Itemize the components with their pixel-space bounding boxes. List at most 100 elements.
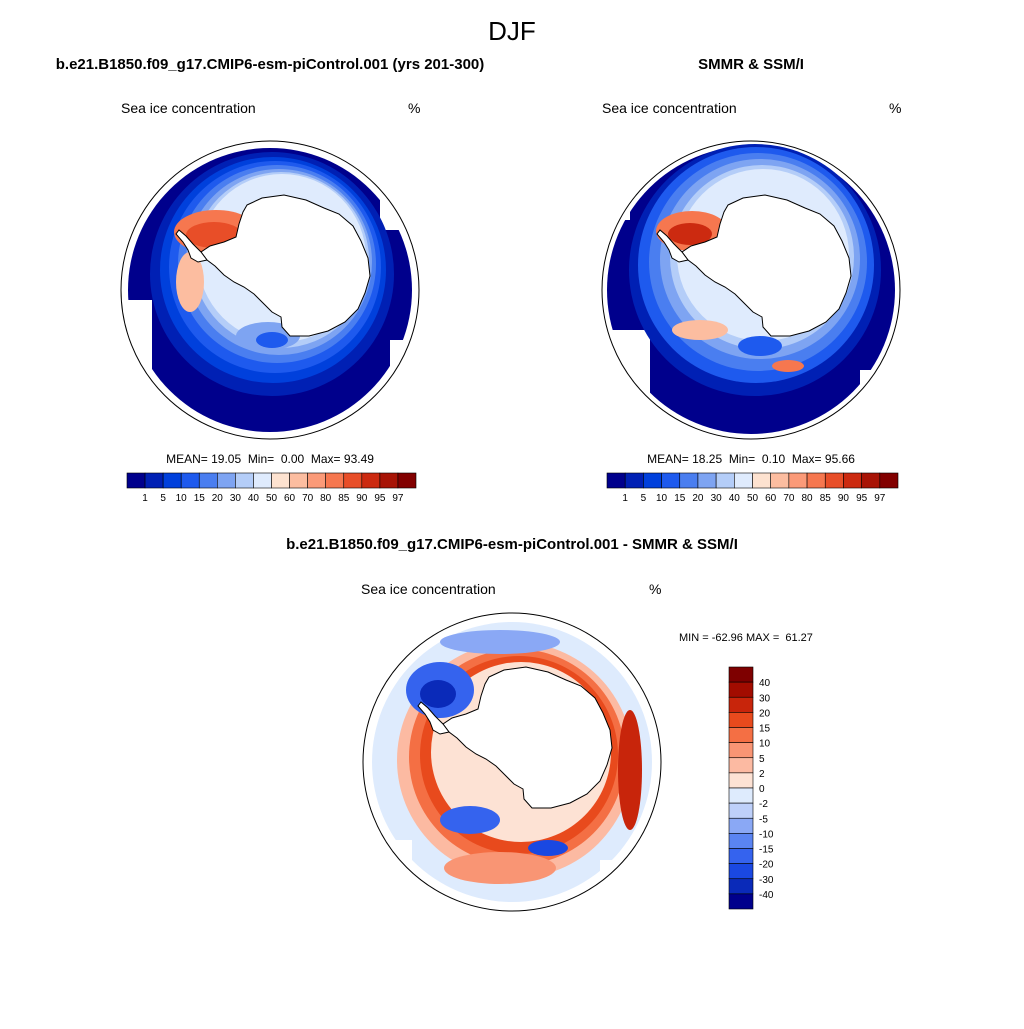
colorbar-swatch bbox=[879, 472, 899, 489]
colorbar-tick-label: 5 bbox=[759, 754, 765, 765]
diff-positive-ross-outer bbox=[444, 852, 556, 884]
colorbar-swatch bbox=[180, 472, 200, 489]
colorbar-swatch bbox=[843, 472, 862, 489]
colorbar-tick-label: -30 bbox=[759, 875, 774, 886]
colorbar-swatch bbox=[728, 878, 754, 895]
colorbar-swatch bbox=[788, 472, 808, 489]
open-water-patch bbox=[390, 340, 419, 410]
colorbar-swatch bbox=[697, 472, 717, 489]
colorbar-swatch bbox=[728, 742, 754, 759]
colorbar-swatch bbox=[752, 472, 771, 489]
colorbar-tick-label: 30 bbox=[711, 493, 723, 504]
colorbar-swatch bbox=[728, 848, 754, 864]
colorbar-swatch bbox=[162, 472, 182, 489]
colorbar-tick-label: 80 bbox=[802, 493, 814, 504]
panel-observations-map-outline bbox=[601, 140, 901, 440]
colorbar-swatch bbox=[728, 712, 754, 728]
colorbar-tick-label: 20 bbox=[759, 708, 771, 719]
colorbar-tick-label: 60 bbox=[284, 493, 296, 504]
colorbar-tick-label: 30 bbox=[759, 693, 771, 704]
colorbar-tick-label: 20 bbox=[212, 493, 224, 504]
open-water-patch bbox=[363, 840, 412, 911]
antarctic-peninsula bbox=[417, 701, 450, 735]
open-water-patch bbox=[860, 370, 900, 420]
ross-sea-ice-core bbox=[772, 360, 804, 372]
weddell-pack-ice-core bbox=[668, 223, 712, 245]
panel-difference-subtitle-right: % bbox=[649, 581, 661, 597]
colorbar-swatch bbox=[289, 472, 308, 489]
colorbar-swatch bbox=[606, 472, 626, 489]
colorbar-tick-label: -5 bbox=[759, 814, 768, 825]
colorbar-swatch bbox=[728, 893, 754, 910]
colorbar-tick-label: 15 bbox=[194, 493, 206, 504]
colorbar-tick-label: 5 bbox=[641, 493, 647, 504]
colorbar-tick-label: 2 bbox=[759, 769, 765, 780]
open-water-patch bbox=[602, 330, 650, 420]
colorbar-swatch bbox=[217, 472, 236, 489]
panel-model-map bbox=[121, 141, 419, 439]
colorbar-tick-label: 70 bbox=[302, 493, 314, 504]
colorbar-tick-label: 10 bbox=[176, 493, 188, 504]
colorbar-tick-label: -10 bbox=[759, 829, 774, 840]
panel-observations-colorbar: 1 5 10 15 20 30 40 50 60 70 80 85 90 95 97 bbox=[606, 472, 899, 504]
diff-negative-ross bbox=[528, 840, 568, 856]
colorbar-swatch bbox=[824, 472, 844, 489]
colorbar-swatch bbox=[728, 802, 754, 819]
panel-difference-map bbox=[363, 613, 661, 911]
colorbar-swatch bbox=[728, 681, 754, 698]
colorbar-tick-label: -2 bbox=[759, 799, 768, 810]
panel-difference-map-outline bbox=[362, 612, 662, 912]
panel-observations: SMMR & SSM/I Sea ice concentration % MEA… bbox=[601, 56, 901, 504]
colorbar-tick-label: 70 bbox=[783, 493, 795, 504]
panel-difference-title: b.e21.B1850.f09_g17.CMIP6-esm-piControl.… bbox=[286, 536, 738, 553]
colorbar-swatch bbox=[679, 472, 699, 489]
panel-model-subtitle-left: Sea ice concentration bbox=[121, 100, 256, 116]
diff-positive-indian bbox=[618, 710, 642, 830]
colorbar-tick-label: 80 bbox=[320, 493, 332, 504]
colorbar-swatch bbox=[325, 472, 345, 489]
colorbar-swatch bbox=[144, 472, 164, 489]
panel-model-colorbar: 1 5 10 15 20 30 40 50 60 70 80 85 90 95 97 bbox=[126, 472, 417, 504]
colorbar-tick-label: 95 bbox=[374, 493, 386, 504]
colorbar-tick-label: 0 bbox=[759, 784, 765, 795]
diff-negative-weddell-core bbox=[420, 680, 456, 708]
colorbar-swatch bbox=[661, 472, 681, 489]
colorbar-tick-label: 10 bbox=[759, 739, 771, 750]
panel-model-stats: MEAN= 19.05 Min= 0.00 Max= 93.49 bbox=[166, 452, 374, 466]
panel-observations-title: SMMR & SSM/I bbox=[698, 56, 804, 73]
colorbar-swatch bbox=[728, 817, 754, 834]
colorbar-tick-label: 40 bbox=[729, 493, 741, 504]
colorbar-swatch bbox=[806, 472, 826, 489]
colorbar-tick-label: 40 bbox=[248, 493, 260, 504]
colorbar-tick-label: 10 bbox=[656, 493, 668, 504]
colorbar-tick-label: 90 bbox=[838, 493, 850, 504]
colorbar-tick-label: 1 bbox=[622, 493, 628, 504]
antarctic-peninsula bbox=[175, 229, 208, 263]
colorbar-tick-label: 30 bbox=[230, 493, 242, 504]
colorbar-tick-label: 97 bbox=[874, 493, 886, 504]
season-title: DJF bbox=[488, 16, 536, 46]
antarctic-peninsula bbox=[656, 229, 689, 263]
colorbar-swatch bbox=[861, 472, 881, 489]
colorbar-tick-label: 95 bbox=[856, 493, 868, 504]
colorbar-swatch bbox=[271, 472, 290, 489]
diff-negative-north bbox=[440, 630, 560, 654]
antarctica-landmass bbox=[442, 666, 613, 809]
colorbar-tick-label: -15 bbox=[759, 845, 774, 856]
panel-model-subtitle-right: % bbox=[408, 100, 420, 116]
colorbar-swatch bbox=[728, 772, 754, 789]
colorbar-swatch bbox=[198, 472, 218, 489]
open-water-patch bbox=[600, 860, 661, 911]
colorbar-swatch bbox=[728, 696, 754, 713]
colorbar-tick-label: 85 bbox=[820, 493, 832, 504]
colorbar-swatch bbox=[734, 472, 753, 489]
colorbar-tick-label: 15 bbox=[674, 493, 686, 504]
panel-model: b.e21.B1850.f09_g17.CMIP6-esm-piControl.… bbox=[56, 56, 485, 504]
colorbar-tick-label: 50 bbox=[747, 493, 759, 504]
colorbar-swatch bbox=[361, 472, 381, 489]
colorbar-swatch bbox=[343, 472, 363, 489]
colorbar-swatch bbox=[235, 472, 254, 489]
colorbar-tick-label: 85 bbox=[338, 493, 350, 504]
